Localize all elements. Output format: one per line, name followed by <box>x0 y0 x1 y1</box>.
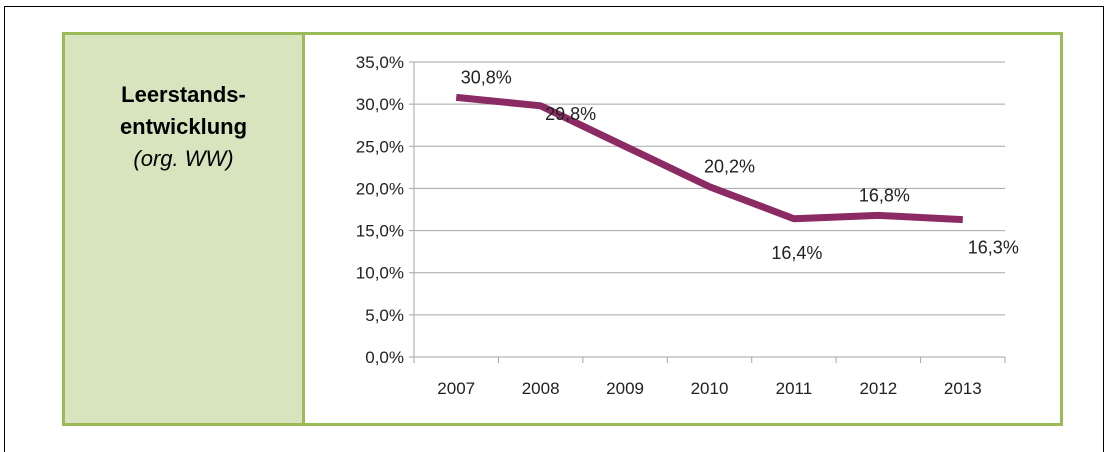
x-tick-label: 2007 <box>437 379 475 398</box>
panel-title-line2: entwicklung <box>119 114 248 139</box>
y-tick-label: 35,0% <box>356 53 404 72</box>
data-labels: 30,8% 29,8% 20,2% 16,4% 16,8% 16,3% <box>461 67 1019 262</box>
chart-panel: Leerstands- entwicklung (org. WW) <box>62 32 1063 426</box>
data-label: 29,8% <box>545 104 596 124</box>
x-tick-labels: 2007 2008 2009 2010 2011 2012 2013 <box>437 379 981 398</box>
outer-frame <box>4 6 1104 452</box>
x-tick-label: 2013 <box>944 379 982 398</box>
x-tick-label: 2009 <box>606 379 644 398</box>
series-layer <box>455 93 963 224</box>
x-tick-label: 2010 <box>691 379 729 398</box>
x-tick-label: 2012 <box>859 379 897 398</box>
x-tick-label: 2011 <box>776 379 813 398</box>
panel-title: Leerstands- entwicklung <box>65 79 302 143</box>
data-label: 30,8% <box>461 67 512 87</box>
axes <box>409 61 1006 363</box>
y-tick-label: 5,0% <box>365 306 404 325</box>
y-tick-label: 20,0% <box>356 179 404 198</box>
panel-title-line1: Leerstands- <box>121 82 246 107</box>
y-tick-labels: 0,0% 5,0% 10,0% 15,0% 20,0% 25,0% 30,0% 35,0% <box>356 53 404 367</box>
data-label: 16,4% <box>771 243 822 263</box>
x-tick-label: 2008 <box>522 379 560 398</box>
y-tick-label: 15,0% <box>356 222 404 241</box>
panel-subtitle: (org. WW) <box>133 146 234 171</box>
label-box: Leerstands- entwicklung (org. WW) <box>65 35 305 423</box>
y-tick-label: 0,0% <box>365 348 404 367</box>
data-label: 20,2% <box>704 157 755 177</box>
data-label: 16,8% <box>859 185 910 205</box>
series-line <box>455 93 963 224</box>
y-tick-label: 10,0% <box>356 264 404 283</box>
y-tick-label: 25,0% <box>356 137 404 156</box>
y-tick-label: 30,0% <box>356 95 404 114</box>
data-label: 16,3% <box>968 238 1019 258</box>
